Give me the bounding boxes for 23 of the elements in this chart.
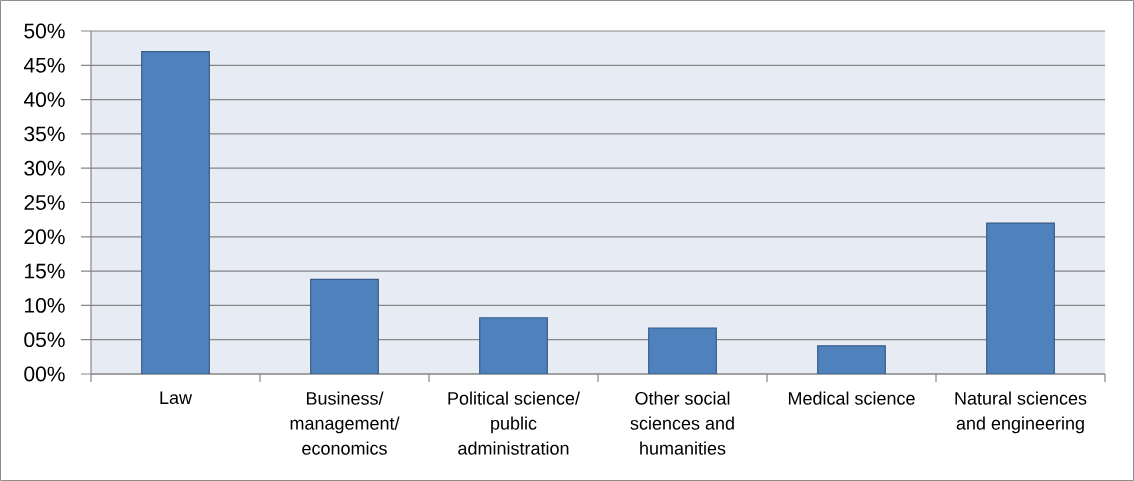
y-tick-label: 40%	[23, 92, 65, 108]
bar	[817, 345, 886, 374]
x-tick-label: Other social sciences and humanities	[630, 391, 734, 455]
y-tick-label: 35%	[24, 126, 65, 142]
y-tick-label: 30%	[24, 160, 65, 176]
x-tick-label: Natural sciences and engineering	[955, 391, 1087, 434]
y-tick-label: 20%	[24, 229, 65, 245]
y-tick-label: 25%	[24, 195, 65, 210]
bar	[986, 222, 1055, 374]
x-tick-label: Business/ management/ economics	[290, 391, 400, 455]
y-tick-label: 10%	[25, 297, 65, 313]
bar	[479, 317, 548, 374]
x-tick-label: Political science/ public administration	[448, 391, 580, 455]
y-tick-label: 50%	[24, 23, 65, 39]
y-tick-label: 15%	[25, 263, 65, 279]
y-tick-label: 05%	[24, 332, 65, 348]
y-tick-label: 00%	[24, 366, 65, 382]
bar	[141, 50, 210, 374]
bar	[648, 327, 717, 374]
y-tick-label: 45%	[23, 57, 65, 73]
x-tick-label: Law	[160, 391, 193, 405]
x-tick-label: Medical science	[788, 391, 915, 405]
bar	[310, 278, 379, 374]
